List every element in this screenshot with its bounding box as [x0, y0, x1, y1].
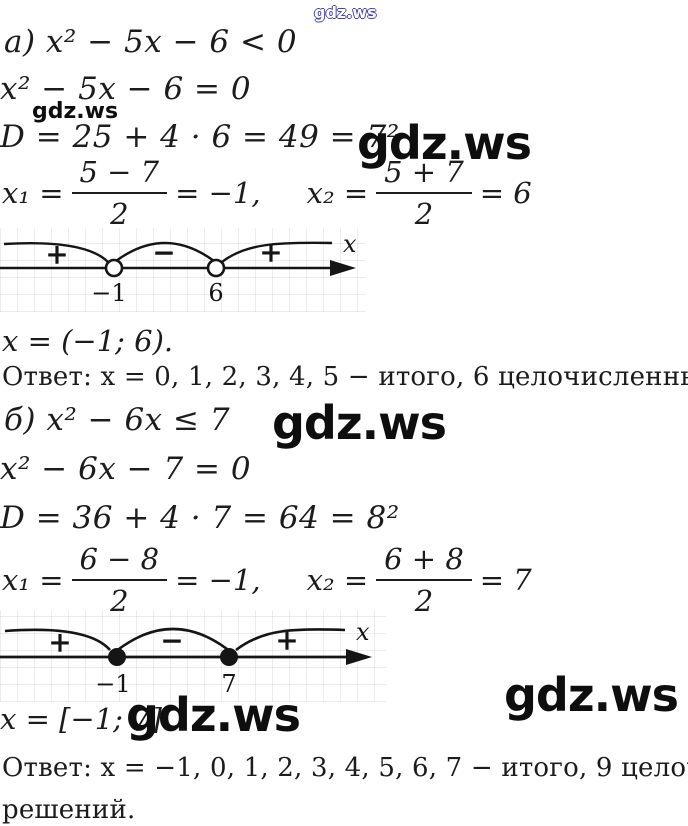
part-a-discriminant: D = 25 + 4 · 6 = 49 = 7² [0, 119, 400, 155]
root1-lhs: x₁ = [2, 176, 64, 210]
sign-minus-middle: − [152, 236, 175, 269]
part-b-answer-line2: решений. [2, 795, 136, 825]
root2-numerator: 6 + 8 [376, 542, 472, 581]
part-a-interval: x = (−1; 6). [2, 324, 174, 358]
open-point-minus1 [104, 258, 124, 278]
part-b-interval: x = [−1; 7]. [0, 702, 172, 736]
arc-left [4, 628, 111, 651]
point-label-minus1: −1 [95, 670, 130, 698]
root1-numerator: 6 − 8 [71, 542, 168, 581]
number-line-a-svg: x + − + −1 6 [0, 230, 357, 307]
arc-left [3, 241, 109, 263]
watermark-inline-a: gdz.ws [32, 99, 119, 124]
sign-plus-left: + [48, 626, 71, 659]
axis-label: x [343, 230, 357, 258]
point-label-minus1: −1 [91, 279, 126, 307]
part-a-roots: x₁ = 5 − 7 2 = −1, x₂ = 5 + 7 2 = 6 [2, 155, 532, 231]
watermark-bottom-right: gdz.ws [504, 668, 679, 722]
part-b-equation: x² − 6x − 7 = 0 [0, 451, 252, 487]
root1-fraction: 6 − 8 2 [71, 542, 168, 618]
part-a-equation: x² − 5x − 6 = 0 [0, 71, 252, 107]
filled-point-minus1 [108, 648, 126, 666]
number-line-b-svg: x + − + −1 7 [0, 618, 372, 698]
filled-point-7 [220, 648, 238, 666]
root2-result: = 7 [479, 563, 532, 597]
watermark-bottom-left: gdz.ws [126, 688, 301, 742]
root2-result: = 6 [479, 176, 532, 210]
part-b-roots: x₁ = 6 − 8 2 = −1, x₂ = 6 + 8 2 = 7 [2, 542, 532, 618]
number-line-a: x + − + −1 6 [0, 228, 366, 312]
watermark-top: gdz.ws [314, 3, 377, 22]
arc-middle [115, 241, 215, 262]
root1-lhs: x₁ = [2, 563, 64, 597]
part-b-discriminant: D = 36 + 4 · 7 = 64 = 8² [0, 500, 400, 536]
point-label-6: 6 [208, 279, 223, 307]
watermark-large-b: gdz.ws [272, 396, 447, 450]
root2-lhs: x₂ = [306, 176, 369, 210]
sign-minus-middle: − [160, 624, 183, 657]
sign-plus-right: + [275, 624, 298, 657]
sign-plus-left: + [45, 238, 68, 271]
sign-plus-right: + [259, 236, 282, 269]
arc-right [221, 241, 333, 263]
open-point-6 [206, 258, 226, 278]
part-a-answer: Ответ: x = 0, 1, 2, 3, 4, 5 − итого, 6 ц… [2, 362, 688, 392]
axis-arrow-icon [330, 260, 356, 276]
root2-fraction: 5 + 7 2 [376, 155, 472, 231]
root1-denominator: 2 [110, 584, 129, 618]
root2-numerator: 5 + 7 [376, 155, 472, 194]
number-line-b: x + − + −1 7 [0, 610, 386, 702]
root1-fraction: 5 − 7 2 [71, 155, 168, 231]
root1-result: = −1, [175, 176, 261, 210]
part-a-inequality: а) x² − 5x − 6 < 0 [4, 24, 298, 60]
axis-label: x [356, 618, 370, 646]
axis-arrow-icon [346, 649, 372, 665]
arc-right [235, 628, 346, 652]
root1-result: = −1, [175, 563, 261, 597]
root1-denominator: 2 [110, 197, 129, 231]
part-b-inequality: б) x² − 6x ≤ 7 [4, 402, 231, 438]
root1-numerator: 5 − 7 [71, 155, 168, 194]
root2-denominator: 2 [414, 197, 434, 231]
part-b-answer-line1: Ответ: x = −1, 0, 1, 2, 3, 4, 5, 6, 7 − … [2, 753, 688, 783]
watermark-large-a: gdz.ws [357, 116, 532, 170]
root2-lhs: x₂ = [306, 563, 369, 597]
root2-denominator: 2 [414, 584, 434, 618]
point-label-7: 7 [221, 670, 236, 698]
arc-middle [118, 627, 228, 651]
root2-fraction: 6 + 8 2 [376, 542, 472, 618]
